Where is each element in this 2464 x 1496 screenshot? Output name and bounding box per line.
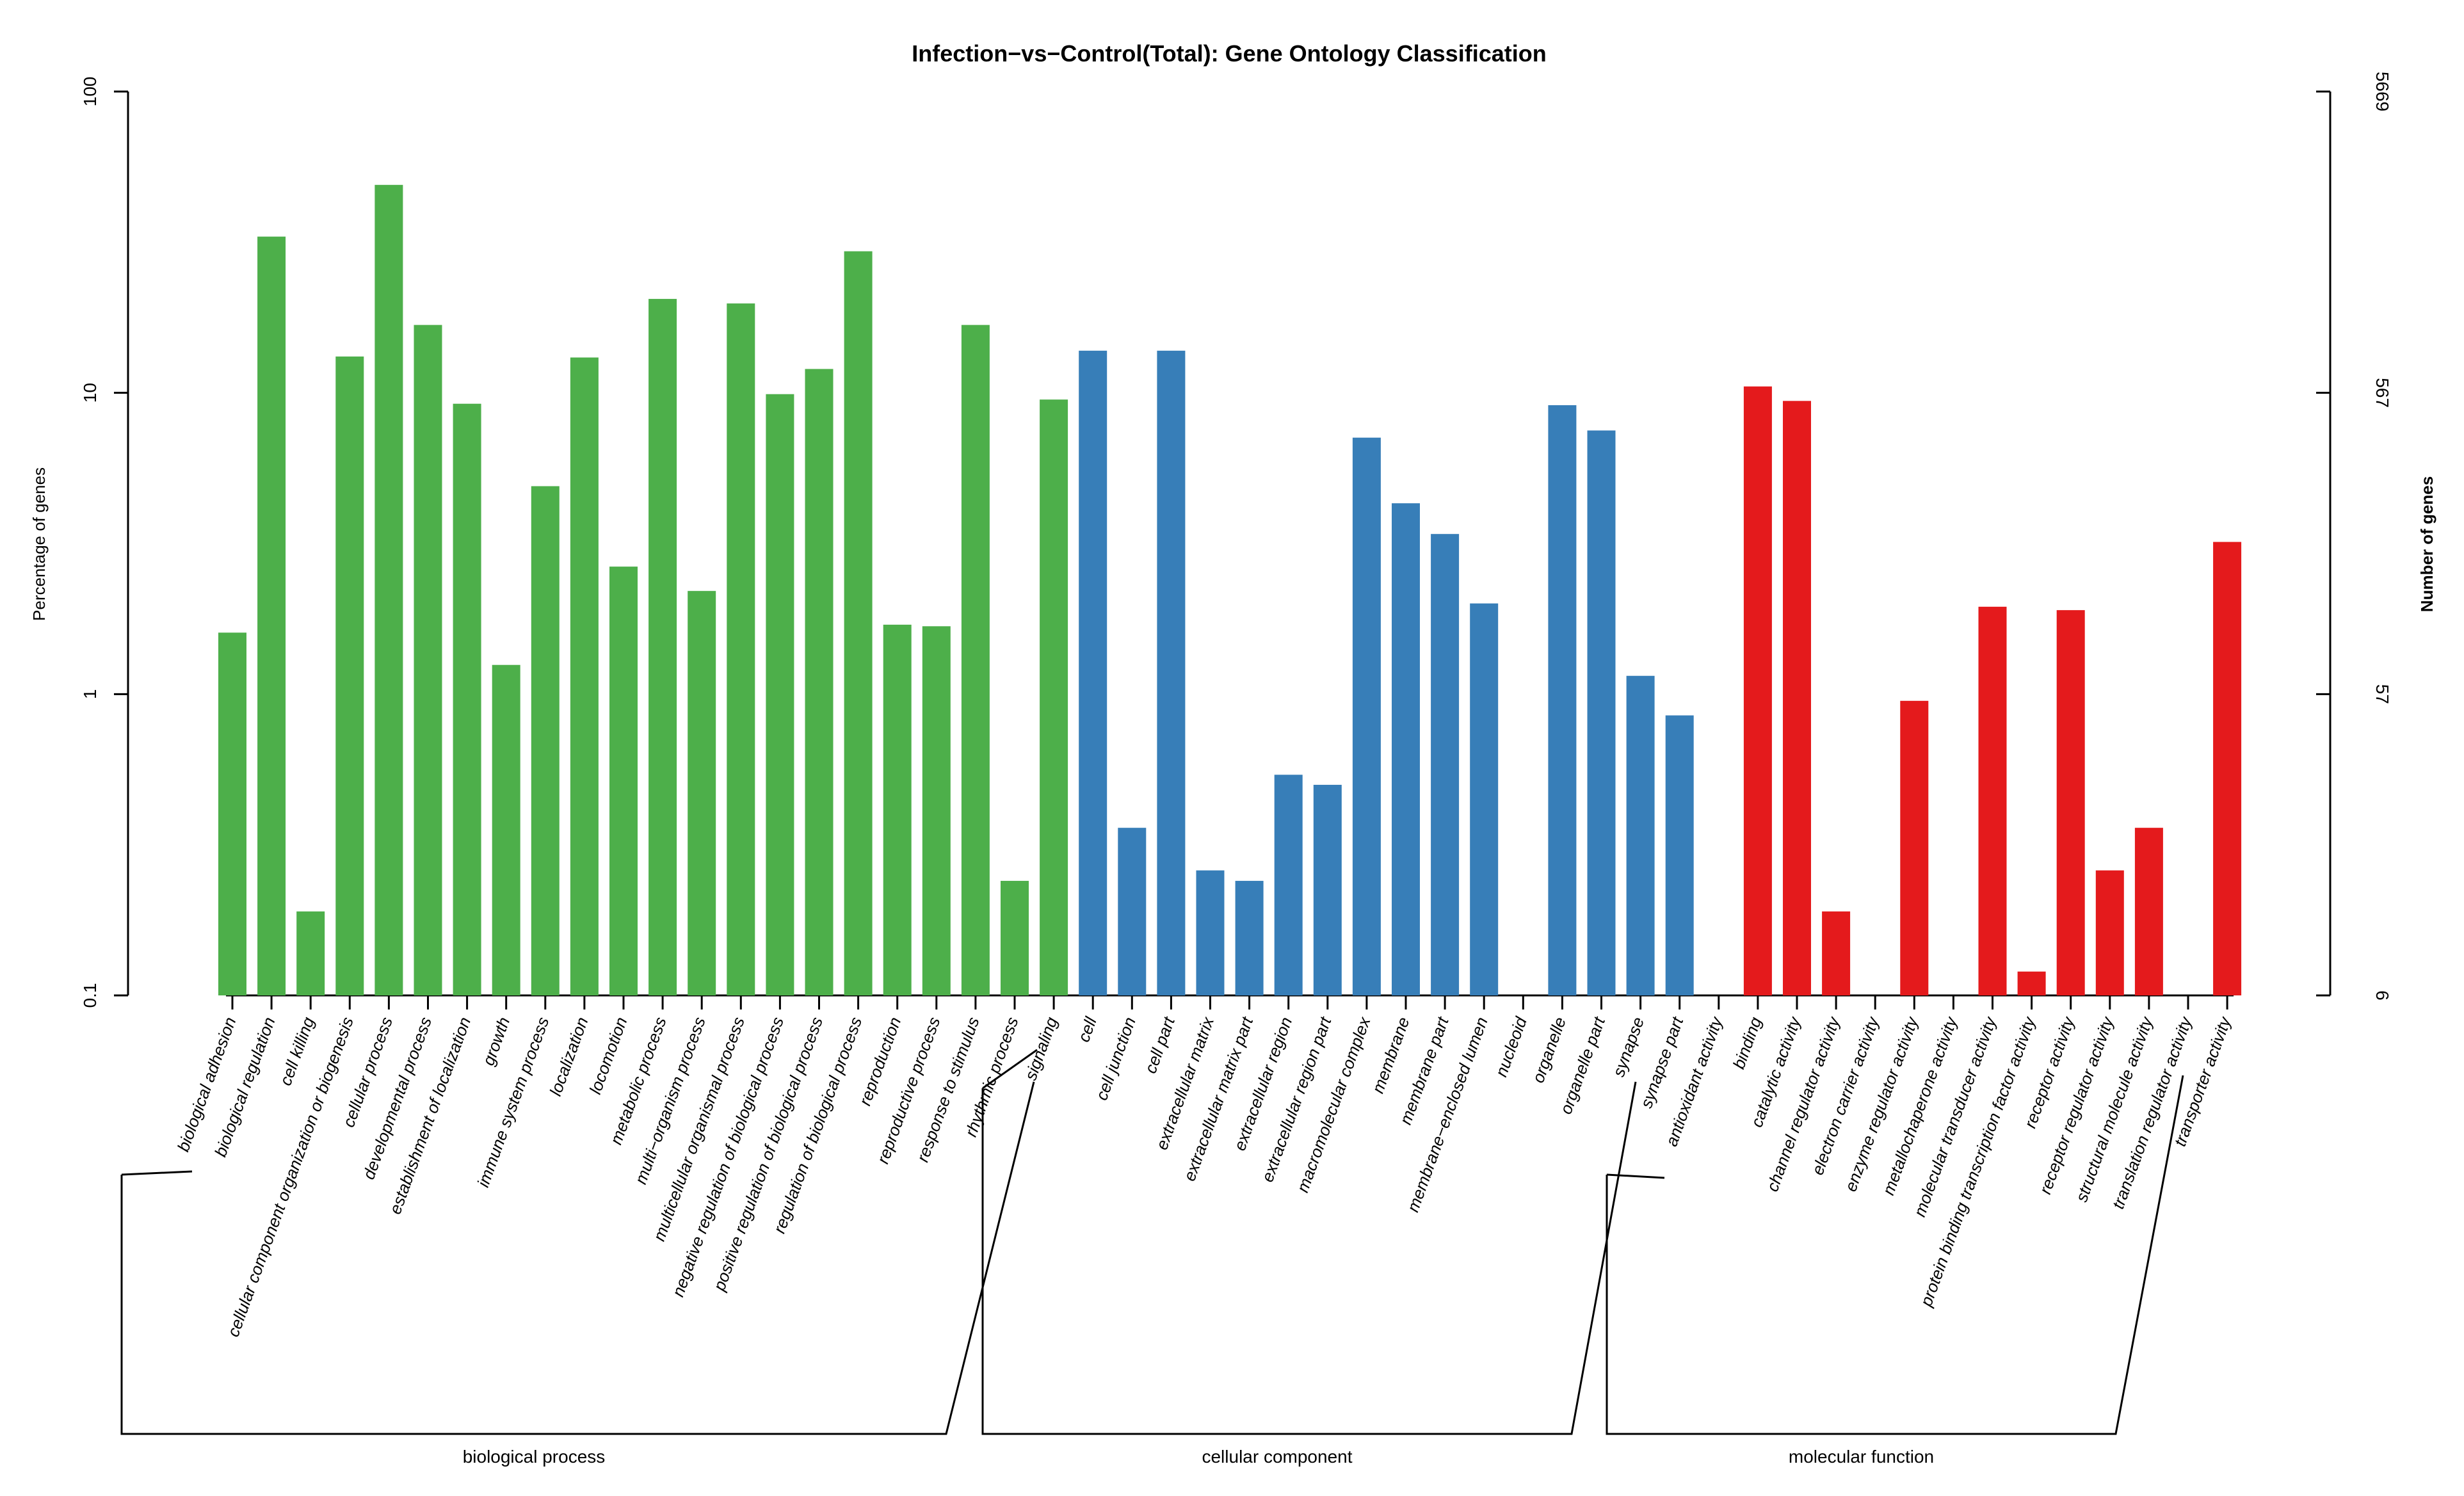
- bar-membrane-enclosed-lumen: [1470, 603, 1499, 995]
- bar-cellular-component-organization-or-biogenesis: [335, 356, 364, 995]
- bracket-molecular-function: [1606, 1075, 2184, 1435]
- bar-receptor-regulator-activity: [2095, 870, 2124, 995]
- bar-extracellular-region-part: [1313, 785, 1342, 995]
- bars: [218, 184, 2242, 996]
- bar-rhythmic-process: [1001, 881, 1029, 995]
- right-axis-tick-label: 5669: [2372, 72, 2392, 111]
- bar-locomotion: [609, 567, 638, 995]
- left-axis-tick-label: 10: [80, 383, 100, 403]
- bar-multicellular-organismal-process: [727, 303, 755, 995]
- bar-transporter-activity: [2213, 542, 2242, 995]
- group-label-molecular-function: molecular function: [1789, 1447, 1934, 1467]
- axes: 0.1 1 10 100 6 57 567 5669: [80, 72, 2392, 1009]
- y-axis-label-left: Percentage of genes: [29, 467, 49, 621]
- bar-membrane-part: [1431, 534, 1460, 995]
- category-label: synapse: [1609, 1015, 1648, 1079]
- bar-establishment-of-localization: [453, 403, 481, 995]
- category-label: cell: [1074, 1014, 1100, 1045]
- bar-immune-system-process: [531, 486, 560, 995]
- bar-regulation-of-biological-process: [844, 251, 873, 995]
- category-label: cell junction: [1091, 1015, 1139, 1103]
- right-axis-tick-label: 567: [2372, 378, 2392, 408]
- bar-membrane: [1392, 503, 1420, 995]
- left-axis-tick-label: 1: [80, 689, 100, 700]
- bar-cellular-process: [374, 184, 403, 995]
- bar-macromolecular-complex: [1352, 437, 1381, 995]
- y-axis-label-right: Number of genes: [2417, 476, 2436, 612]
- bar-structural-molecule-activity: [2134, 828, 2163, 995]
- bar-protein-binding-transcription-factor-activity: [2017, 971, 2046, 995]
- bar-extracellular-matrix-part: [1235, 881, 1264, 995]
- category-label: macromolecular complex: [1293, 1014, 1374, 1195]
- category-label: growth: [478, 1015, 513, 1068]
- category-label: locomotion: [585, 1015, 631, 1097]
- category-label: organelle: [1528, 1015, 1570, 1086]
- bar-biological-regulation: [257, 236, 286, 996]
- right-axis-tick-label: 57: [2372, 684, 2392, 704]
- bar-positive-regulation-of-biological-process: [805, 369, 833, 995]
- bar-channel-regulator-activity: [1822, 911, 1851, 995]
- group-brackets: biological process cellular component mole…: [120, 1049, 2184, 1467]
- bar-signaling: [1040, 399, 1068, 995]
- bar-binding: [1743, 386, 1772, 995]
- bar-response-to-stimulus: [961, 325, 990, 995]
- bracket-connector: [982, 1049, 1038, 1090]
- bar-synapse-part: [1665, 715, 1694, 995]
- bar-catalytic-activity: [1783, 401, 1811, 995]
- bracket-cellular-component: [981, 1081, 1637, 1435]
- category-label: binding: [1729, 1014, 1766, 1072]
- bar-metabolic-process: [648, 298, 677, 995]
- bar-organelle: [1548, 405, 1577, 995]
- bar-biological-adhesion: [218, 632, 246, 995]
- bar-cell: [1079, 350, 1107, 995]
- bar-cell-killing: [296, 911, 325, 995]
- bar-reproduction: [883, 624, 912, 995]
- left-axis-tick-label: 100: [80, 77, 100, 107]
- bar-reproductive-process: [922, 626, 951, 995]
- category-label: cell part: [1141, 1013, 1179, 1075]
- bar-organelle-part: [1587, 430, 1616, 995]
- bracket-connector: [121, 1170, 193, 1176]
- category-label: signaling: [1020, 1014, 1061, 1082]
- bar-multi-organism-process: [688, 591, 716, 995]
- bar-extracellular-region: [1274, 775, 1303, 995]
- bar-cell-junction: [1118, 828, 1147, 995]
- category-label: nucleoid: [1492, 1013, 1531, 1079]
- group-label-cellular-component: cellular component: [1202, 1447, 1352, 1467]
- left-axis-tick-label: 0.1: [80, 983, 100, 1008]
- bar-synapse: [1626, 675, 1655, 995]
- right-axis-tick-label: 6: [2372, 990, 2392, 1001]
- category-label: immune system process: [473, 1015, 552, 1190]
- category-label: membrane: [1368, 1015, 1413, 1096]
- bar-developmental-process: [414, 325, 442, 995]
- bracket-connector: [1606, 1173, 1665, 1179]
- bar-enzyme-regulator-activity: [1900, 700, 1929, 995]
- bar-growth: [492, 664, 520, 995]
- chart-title: Infection−vs−Control(Total): Gene Ontolo…: [912, 40, 1546, 67]
- bar-receptor-activity: [2056, 610, 2085, 995]
- category-label: cell killing: [276, 1014, 318, 1088]
- bar-cell-part: [1157, 350, 1186, 995]
- group-label-biological-process: biological process: [463, 1447, 606, 1467]
- bracket-biological-process: [120, 1081, 1035, 1435]
- bar-molecular-transducer-activity: [1978, 606, 2007, 995]
- bar-negative-regulation-of-biological-process: [766, 394, 794, 995]
- bar-localization: [570, 357, 599, 995]
- bar-extracellular-matrix: [1196, 870, 1225, 995]
- category-label: localization: [545, 1015, 592, 1098]
